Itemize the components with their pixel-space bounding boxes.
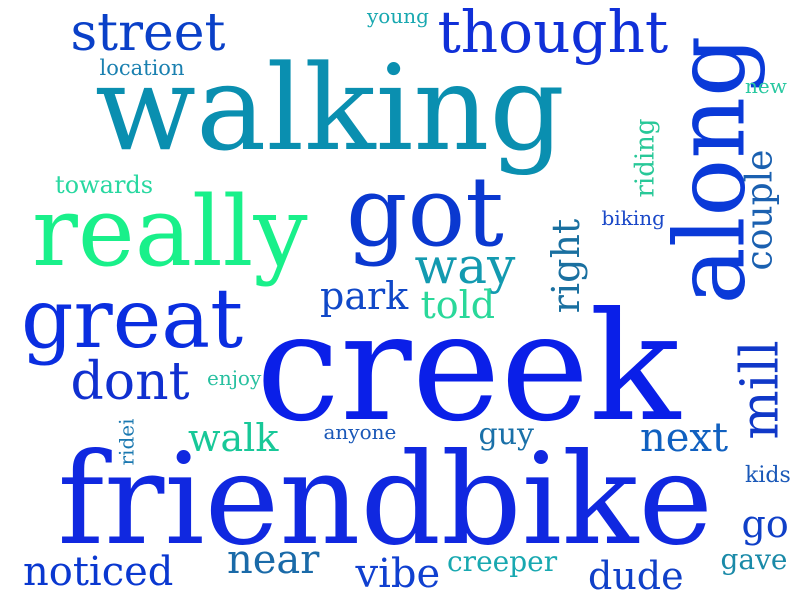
word-mill: mill [730,340,791,440]
word-go: go [741,502,789,546]
word-new: new [745,74,787,98]
word-location: location [99,55,185,80]
word-right: right [544,218,589,314]
word-walking: walking [95,39,565,177]
word-dont: dont [70,352,190,412]
word-friendbike: friendbike [57,426,713,573]
word-thought: thought [437,0,669,66]
word-enjoy: enjoy [207,366,262,390]
word-great: great [21,272,244,367]
word-creeper: creeper [447,545,558,578]
word-dude: dude [588,554,684,598]
word-vibe: vibe [355,551,441,597]
word-guy: guy [478,417,534,452]
word-anyone: anyone [323,420,397,444]
word-park: park [320,274,409,318]
word-kids: kids [745,463,791,488]
word-riding: riding [630,118,661,198]
word-noticed: noticed [23,549,174,595]
word-biking: biking [601,206,665,230]
word-next: next [640,415,729,461]
word-way: way [414,237,516,295]
word-towards: towards [55,171,154,199]
word-gave: gave [720,543,788,576]
word-got: got [346,156,504,268]
word-near: near [227,537,320,583]
word-street: street [70,3,226,63]
word-ridei: ridei [114,418,138,466]
word-really: really [32,176,308,288]
word-couple: couple [738,149,780,271]
word-told: told [420,283,496,327]
word-creek: creek [256,281,681,455]
word-young: young [367,4,429,28]
word-walk: walk [188,416,279,460]
